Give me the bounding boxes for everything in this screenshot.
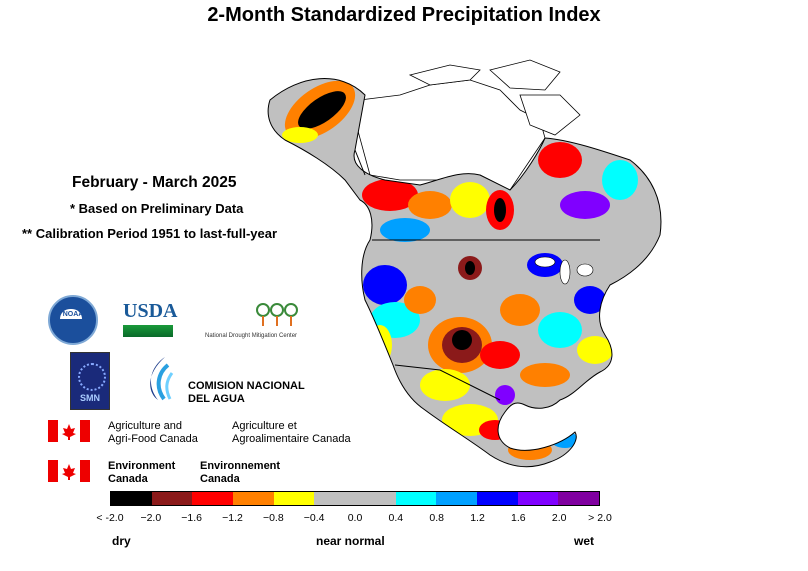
- legend-swatch-0: [111, 492, 152, 505]
- noaa-logo: NOAA: [48, 295, 98, 345]
- legend-tick-label: < -2.0: [96, 512, 124, 524]
- legend-swatch-9: [477, 492, 518, 505]
- legend-tick-label: 2.0: [551, 512, 567, 524]
- canada-flag-icon: [48, 460, 90, 482]
- ec-fr-line1: Environnement: [200, 460, 281, 472]
- legend-label-dry: dry: [112, 534, 131, 548]
- legend-tick-label: −0.4: [303, 512, 325, 524]
- legend-tick-label: −0.8: [262, 512, 284, 524]
- legend-swatch-6: [355, 492, 396, 505]
- legend-swatch-5: [314, 492, 356, 505]
- aafc-fr-line2: Agroalimentaire Canada: [232, 433, 351, 445]
- canada-flag-icon: [48, 420, 90, 442]
- conagua-label-line2: DEL AGUA: [188, 393, 245, 405]
- ec-fr-line2: Canada: [200, 473, 240, 485]
- legend-swatch-11: [558, 492, 600, 505]
- ec-en-line2: Canada: [108, 473, 148, 485]
- usda-logo: USDA: [123, 300, 177, 337]
- legend-swatch-2: [192, 492, 234, 505]
- legend-swatch-4: [273, 492, 315, 505]
- conagua-label-line1: COMISION NACIONAL: [188, 380, 305, 392]
- aafc-en-line1: Agriculture and: [108, 420, 182, 432]
- period-label: February - March 2025: [72, 174, 237, 191]
- legend-tick-label: > 2.0: [588, 512, 612, 524]
- preliminary-note: * Based on Preliminary Data: [70, 201, 244, 216]
- legend-tick-label: 0.8: [429, 512, 444, 524]
- legend-swatch-8: [436, 492, 478, 505]
- legend-label-wet: wet: [574, 534, 595, 548]
- calibration-note: ** Calibration Period 1951 to last-full-…: [22, 226, 278, 241]
- legend-tick-label: −2.0: [140, 512, 162, 524]
- legend-swatch-7: [395, 492, 437, 505]
- map-title: 2-Month Standardized Precipitation Index: [207, 4, 601, 26]
- ndmc-logo: National Drought Mitigation Center: [205, 300, 335, 339]
- legend-tick-label: 1.6: [511, 512, 526, 524]
- legend-tick-label: 0.4: [388, 512, 404, 524]
- legend-tick-label: 1.2: [470, 512, 485, 524]
- aafc-en-line2: Agri-Food Canada: [108, 433, 198, 445]
- legend-swatch-10: [517, 492, 559, 505]
- conagua-logo: [140, 355, 182, 407]
- ec-en-line1: Environment: [108, 460, 176, 472]
- legend-colorbar: [110, 491, 600, 506]
- legend-label-normal: near normal: [316, 534, 385, 548]
- aafc-fr-line1: Agriculture et: [232, 420, 297, 432]
- legend-tick-label: 0.0: [347, 512, 363, 524]
- legend-tick-label: −1.6: [181, 512, 203, 524]
- legend-swatch-1: [151, 492, 193, 505]
- smn-logo: SMN: [70, 352, 110, 410]
- legend-swatch-3: [233, 492, 274, 505]
- legend-tick-label: −1.2: [222, 512, 243, 524]
